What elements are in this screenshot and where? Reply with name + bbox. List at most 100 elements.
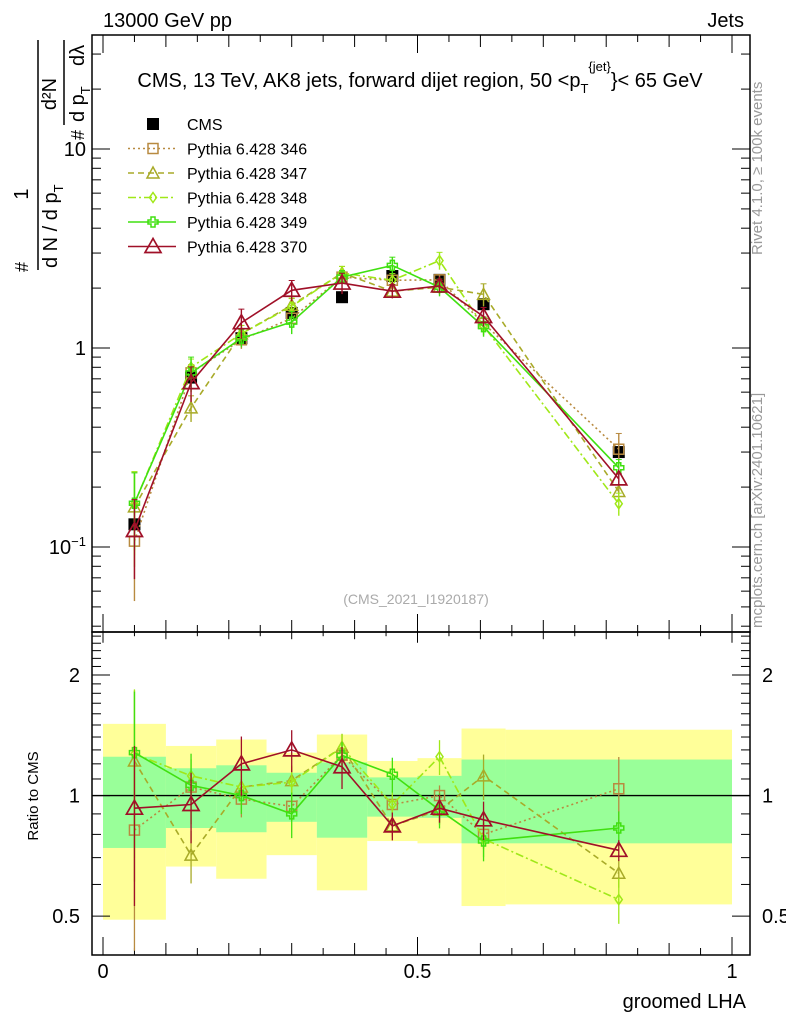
ylabel-denominator: d N / d pT bbox=[40, 184, 66, 268]
ratio-point bbox=[474, 810, 494, 827]
y-tick-label: 1 bbox=[75, 338, 86, 360]
ratio-point bbox=[435, 750, 444, 764]
ratio-y-tick-label: 2 bbox=[69, 665, 80, 687]
ratio-y-tick-label-right: 1 bbox=[762, 786, 773, 808]
data-point bbox=[235, 332, 248, 344]
legend-label: Pythia 6.428 370 bbox=[187, 240, 307, 257]
watermark: (CMS_2021_I1920187) bbox=[343, 591, 489, 607]
data-point bbox=[477, 320, 490, 333]
series-pythia-6-428-346 bbox=[128, 270, 625, 602]
ratio-y-tick-label-right: 2 bbox=[762, 665, 773, 687]
legend-item: Pythia 6.428 348 bbox=[128, 191, 307, 208]
legend-marker bbox=[148, 191, 158, 204]
data-point bbox=[614, 497, 624, 511]
ratio-point bbox=[387, 798, 397, 811]
y-tick-label: 10 bbox=[64, 139, 86, 161]
ratio-series bbox=[124, 730, 629, 907]
legend-label: Pythia 6.428 349 bbox=[187, 215, 307, 232]
legend-label: CMS bbox=[187, 117, 223, 134]
data-point bbox=[336, 291, 349, 304]
ratio-point bbox=[231, 754, 251, 771]
ylabel-d2N: d²N bbox=[39, 78, 61, 110]
series-pythia-6-428-349 bbox=[128, 256, 625, 551]
series-pythia-6-428-348 bbox=[130, 251, 624, 556]
legend-label: Pythia 6.428 347 bbox=[187, 166, 307, 183]
main-plot: 10−1 1 10 bbox=[49, 34, 751, 633]
legend: CMS Pythia 6.428 346 Pythia 6.428 347 Pythi… bbox=[128, 117, 307, 257]
ratio-point bbox=[181, 794, 201, 812]
data-point bbox=[285, 316, 298, 328]
series-pythia-6-428-347 bbox=[127, 265, 627, 567]
ratio-y-tick-label-right: 0.5 bbox=[762, 906, 786, 928]
ratio-point bbox=[613, 822, 625, 834]
ylabel-hash: # bbox=[12, 262, 32, 272]
rivet-label: Rivet 4.1.0, ≥ 100k events bbox=[749, 82, 766, 255]
ratio-y-tick-label: 0.5 bbox=[52, 906, 80, 928]
data-point bbox=[382, 281, 402, 299]
ratio-frame bbox=[91, 631, 751, 956]
ratio-point bbox=[611, 865, 627, 879]
ratio-point bbox=[185, 779, 197, 792]
ratio-point bbox=[613, 782, 625, 795]
ratio-point bbox=[128, 746, 141, 759]
series-line bbox=[133, 282, 620, 531]
mcplots-label: mcplots.cern.ch [arXiv:2401.10621] bbox=[749, 393, 766, 628]
ylabel-hash2: # bbox=[68, 130, 88, 140]
data-point bbox=[282, 280, 302, 298]
legend-label: Pythia 6.428 348 bbox=[187, 191, 307, 208]
x-tick-label: 1 bbox=[726, 961, 737, 983]
x-tick-label: 0.5 bbox=[404, 961, 432, 983]
ratio-point bbox=[124, 798, 144, 816]
data-point bbox=[183, 400, 199, 414]
data-point bbox=[430, 276, 449, 293]
ratio-point bbox=[386, 768, 399, 781]
legend-marker bbox=[147, 216, 159, 228]
data-point bbox=[476, 286, 491, 301]
series-line bbox=[133, 276, 620, 542]
ratio-point bbox=[282, 740, 302, 757]
ratio-point bbox=[609, 840, 629, 858]
x-tick-label: 0 bbox=[97, 961, 108, 983]
legend-marker bbox=[147, 118, 159, 130]
data-point bbox=[613, 443, 625, 455]
legend-marker bbox=[147, 142, 159, 155]
x-axis-label: groomed LHA bbox=[623, 991, 747, 1013]
series-pythia-6-428-370 bbox=[124, 272, 629, 580]
ratio-point bbox=[614, 893, 624, 906]
ratio-plot: 0.5 0.5 1 1 2 2 0 0.5 1 bbox=[52, 631, 786, 983]
legend-label: Pythia 6.428 346 bbox=[187, 142, 307, 159]
chart-title: CMS, 13 TeV, AK8 jets, forward dijet reg… bbox=[137, 59, 703, 96]
ratio-point bbox=[183, 847, 199, 861]
ratio-point bbox=[477, 835, 490, 847]
header-left: 13000 GeV pp bbox=[103, 10, 232, 32]
header-right: Jets bbox=[707, 10, 744, 32]
series-line bbox=[133, 272, 620, 508]
y-tick-label: 10−1 bbox=[49, 534, 86, 559]
ylabel-one: 1 bbox=[11, 188, 33, 199]
ratio-point bbox=[336, 749, 348, 762]
ratio-point bbox=[430, 798, 449, 816]
data-point bbox=[609, 469, 629, 486]
ratio-point bbox=[285, 808, 298, 820]
data-point bbox=[474, 306, 494, 324]
data-point bbox=[231, 312, 251, 330]
ylabel-dlambda: dλ bbox=[67, 45, 89, 66]
data-point bbox=[124, 520, 144, 538]
ylabel-dpT: d pT bbox=[67, 86, 93, 122]
data-point bbox=[386, 259, 399, 272]
ratio-point bbox=[235, 789, 248, 802]
legend-item: Pythia 6.428 347 bbox=[128, 165, 307, 183]
legend-item: CMS bbox=[147, 117, 223, 134]
ratio-point bbox=[382, 816, 402, 833]
legend-marker bbox=[143, 236, 163, 254]
legend-marker bbox=[145, 165, 161, 179]
ratio-point bbox=[287, 775, 297, 789]
ratio-y-tick-label: 1 bbox=[69, 786, 80, 808]
data-point bbox=[128, 497, 141, 509]
legend-item: Pythia 6.428 346 bbox=[128, 142, 307, 159]
ratio-y-axis-label: Ratio to CMS bbox=[25, 751, 42, 840]
series-cms bbox=[128, 270, 625, 531]
data-point bbox=[332, 273, 352, 290]
series-line bbox=[133, 259, 620, 505]
